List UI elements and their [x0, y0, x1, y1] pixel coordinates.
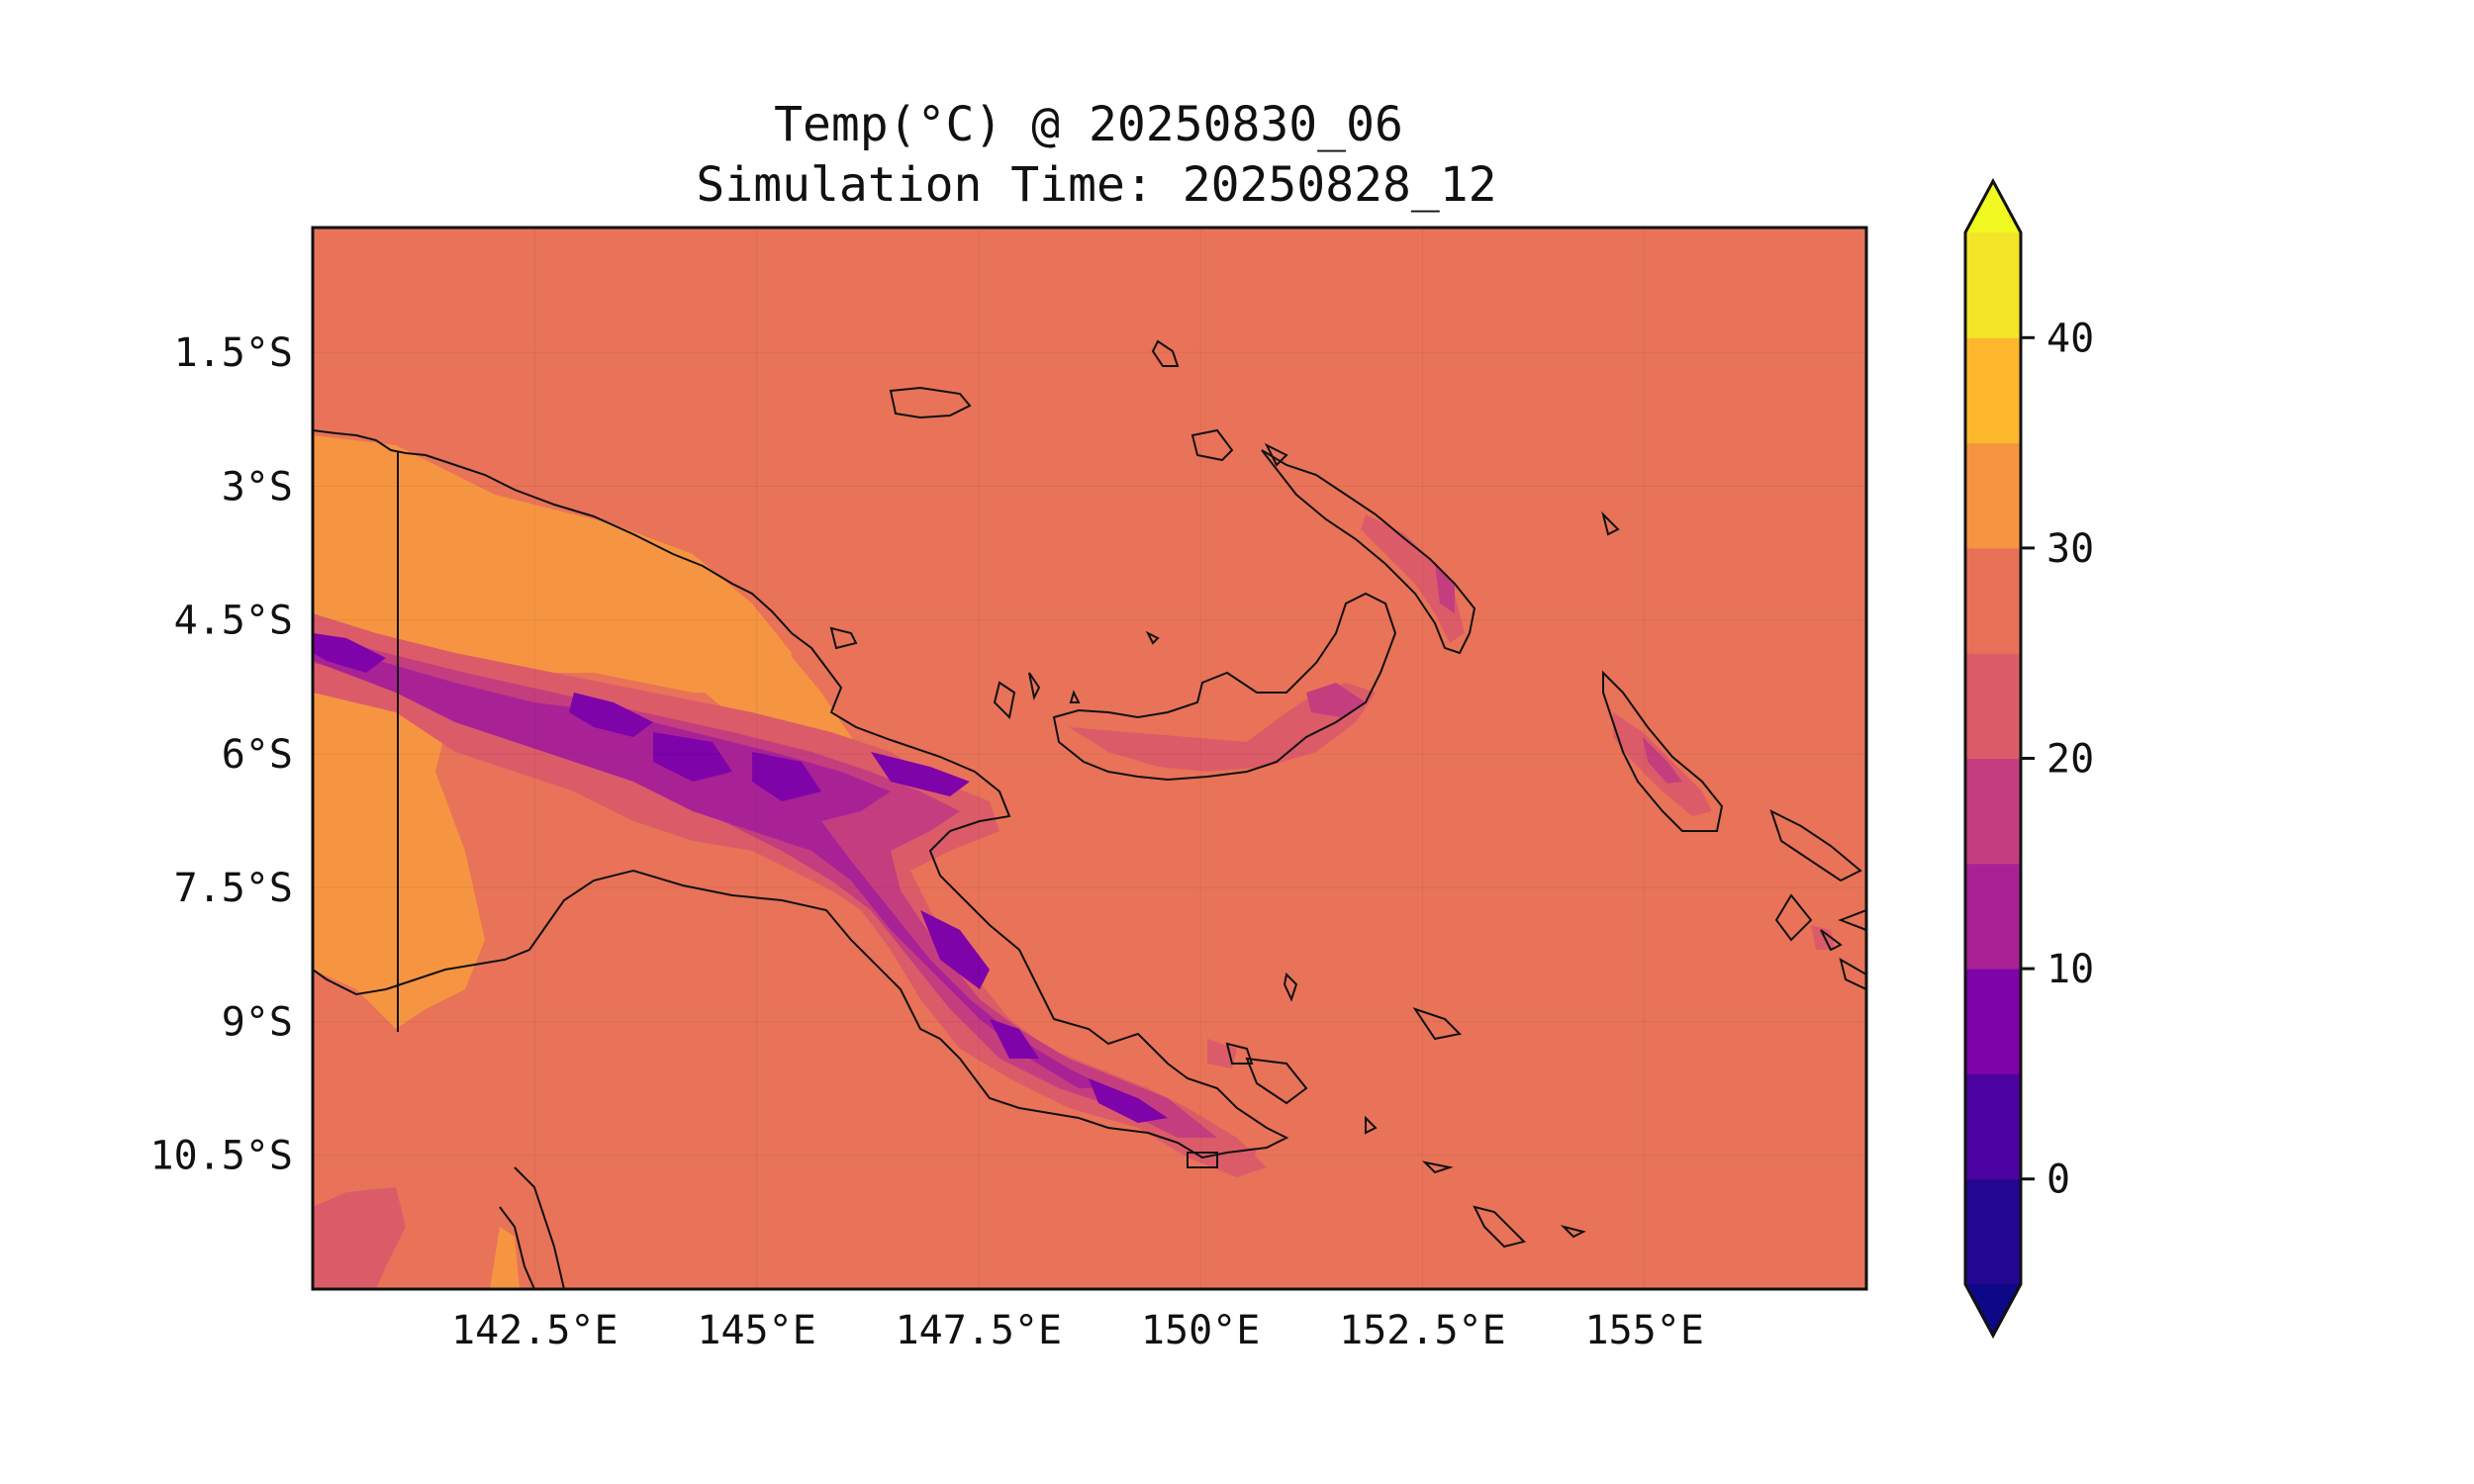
colorbar-level: [1965, 547, 2021, 654]
colorbar-level: [1965, 653, 2021, 759]
contour-far-east-island: [1811, 925, 1836, 950]
colorbar-over-arrow: [1965, 181, 2021, 232]
x-tick-label: 152.5°E: [1339, 1308, 1506, 1353]
contour-new-britain-east: [1306, 683, 1366, 717]
coastline-small-islands: [499, 339, 1866, 1289]
coastline-new-guinea: [313, 429, 1289, 1159]
figure-subtitle: Simulation Time: 20250828_12: [696, 157, 1496, 213]
contour-bougainville-peak: [1643, 737, 1682, 784]
contour-highlands-peak-5: [871, 752, 970, 796]
colorbar: 0 10 20 30 40: [1963, 177, 2094, 1340]
coastline-solomon: [1769, 809, 1862, 882]
contour-highlands-peak-4: [752, 752, 821, 801]
contour-cool-southwest: [313, 1187, 406, 1289]
coastline-new-britain: [1052, 592, 1397, 782]
x-tick-label: 150°E: [1141, 1308, 1260, 1353]
contour-highlands-peak-8: [1089, 1078, 1168, 1123]
temperature-contours: [313, 435, 1836, 1289]
x-tick-label: 142.5°E: [451, 1308, 618, 1353]
y-tick-label: 1.5°S: [174, 330, 293, 376]
contour-highlands-peak-7: [990, 1019, 1039, 1059]
colorbar-under-arrow: [1965, 1284, 2021, 1336]
coastline-new-ireland: [1261, 449, 1476, 655]
colorbar-level: [1965, 1073, 2021, 1180]
x-axis: 142.5°E 145°E 147.5°E 150°E 152.5°E 155°E: [451, 228, 1704, 1353]
colorbar-level: [1965, 969, 2021, 1074]
colorbar-level: [1965, 758, 2021, 865]
contour-highlands-mid: [313, 633, 1217, 1138]
x-tick-label: 145°E: [697, 1308, 815, 1353]
colorbar-tick-label: 10: [2046, 947, 2094, 992]
figure-title: Temp(°C) @ 20250830_06: [774, 97, 1403, 152]
map-panel: [311, 226, 1868, 1291]
colorbar-tick-label: 40: [2046, 316, 2094, 361]
contour-new-britain: [1069, 683, 1376, 772]
contour-highlands-peak-2: [569, 693, 653, 737]
y-tick-label: 9°S: [222, 999, 293, 1045]
contour-highlands-peak-1: [313, 633, 386, 673]
colorbar-tick-label: 30: [2046, 526, 2094, 572]
colorbar-level: [1965, 442, 2021, 549]
colorbar-tick-label: 20: [2046, 737, 2094, 783]
contour-highlands-peak-3: [653, 732, 732, 782]
contour-new-ireland: [1361, 514, 1465, 643]
contour-highlands-inner: [313, 638, 1108, 1088]
y-tick-label: 6°S: [222, 732, 293, 778]
coastline-manus: [889, 386, 972, 419]
colorbar-level: [1965, 232, 2021, 338]
y-tick-label: 4.5°S: [174, 599, 293, 644]
y-tick-label: 7.5°S: [174, 866, 293, 911]
coastline-bougainville: [1602, 670, 1724, 832]
colorbar-level: [1965, 863, 2021, 970]
contour-highlands-peak-6: [920, 910, 990, 989]
x-tick-label: 147.5°E: [896, 1308, 1063, 1353]
coastlines: [313, 339, 1866, 1289]
y-axis: 1.5°S 3°S 4.5°S 6°S 7.5°S 9°S 10.5°S: [150, 330, 1866, 1179]
colorbar-level: [1965, 1178, 2021, 1285]
colorbar-tick-label: 0: [2046, 1158, 2070, 1203]
y-tick-label: 10.5°S: [150, 1134, 294, 1179]
contour-new-ireland-peak: [1435, 564, 1455, 613]
colorbar-outline: [1963, 177, 2023, 1340]
x-tick-label: 155°E: [1585, 1308, 1704, 1353]
contour-warm-cape-york: [490, 1227, 520, 1289]
colorbar-level: [1965, 337, 2021, 444]
y-tick-label: 3°S: [222, 464, 293, 510]
map-frame: [311, 226, 1868, 1291]
